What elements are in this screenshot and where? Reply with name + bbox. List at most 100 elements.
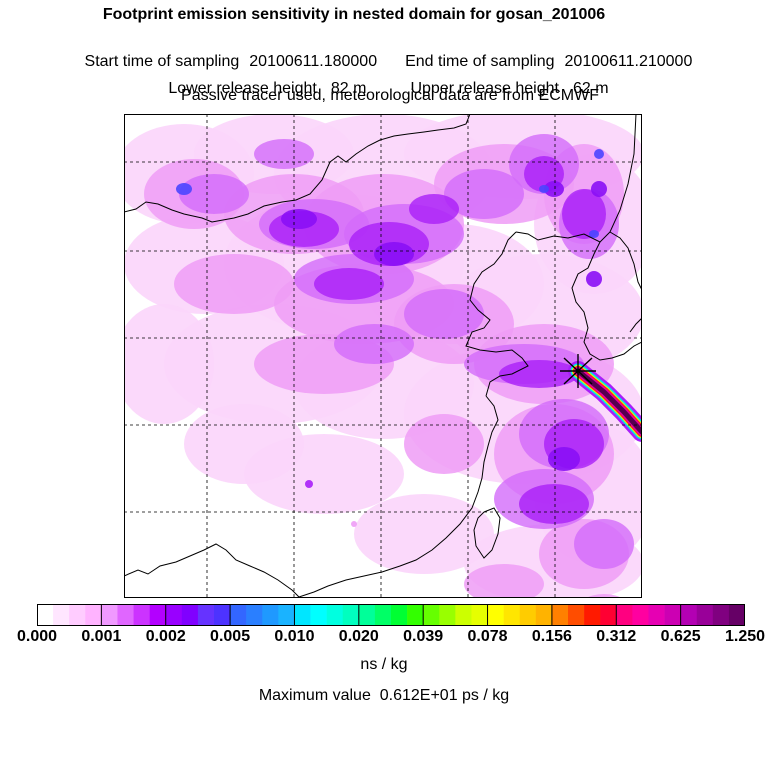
sensitivity-patch <box>281 209 317 229</box>
sensitivity-patch <box>404 414 484 474</box>
sensitivity-patch <box>176 183 192 195</box>
colorbar-cell <box>423 604 440 626</box>
colorbar-cell <box>632 604 649 626</box>
max-value: 0.612E+01 ps / kg <box>379 687 510 704</box>
sensitivity-patch <box>499 360 579 388</box>
colorbar-cell <box>181 604 199 626</box>
colorbar-cell <box>535 604 553 626</box>
coast-taiwan <box>473 507 501 559</box>
border-mongolia <box>124 114 471 223</box>
coast-japan <box>629 317 642 333</box>
colorbar-tick-label: 0.005 <box>210 628 251 645</box>
colorbar-cell <box>117 604 134 626</box>
colorbar-cell <box>230 604 247 626</box>
colorbar-cell <box>600 604 617 626</box>
colorbar-cell <box>262 604 279 626</box>
colorbar-cell <box>197 604 215 626</box>
colorbar-cell <box>310 604 327 626</box>
colorbar-cell <box>69 604 86 626</box>
sensitivity-patch <box>519 484 589 524</box>
colorbar-tick-label: 0.002 <box>145 628 186 645</box>
sensitivity-patch <box>444 169 524 219</box>
colorbar-tick-label: 0.156 <box>531 628 572 645</box>
sensitivity-patch <box>464 564 544 598</box>
colorbar-cell <box>455 604 472 626</box>
colorbar-cell <box>326 604 344 626</box>
sensitivity-patch <box>409 194 459 224</box>
colorbar-cell <box>374 604 392 626</box>
sensitivity-patch <box>574 519 634 569</box>
sensitivity-patch <box>351 521 357 527</box>
sensitivity-patch <box>562 189 606 239</box>
start-time-label: Start time of sampling <box>84 53 240 70</box>
colorbar-cells <box>37 604 745 626</box>
end-time-value: 20100611.210000 <box>564 53 693 70</box>
colorbar-cell <box>696 604 714 626</box>
footprint-map <box>124 114 642 598</box>
colorbar-cell <box>680 604 698 626</box>
lat-lon-grid <box>124 114 642 598</box>
colorbar-cell <box>439 604 456 626</box>
colorbar-cell <box>487 604 504 626</box>
tracer-note: Passive tracer used, meteorological data… <box>181 87 599 104</box>
colorbar-cell <box>728 604 745 626</box>
sensitivity-patch <box>594 149 604 159</box>
maximum-value: Maximum value 0.612E+01 ps / kg <box>0 687 768 705</box>
colorbar-cell <box>503 604 521 626</box>
colorbar-tick-label: 1.250 <box>724 628 766 645</box>
sensitivity-patch <box>179 174 249 214</box>
coast-east-china <box>295 395 499 598</box>
sensitivity-patch <box>314 268 384 300</box>
colorbar-cell <box>342 604 360 626</box>
plume-streak <box>568 361 642 442</box>
colorbar-cell <box>101 604 118 626</box>
sampling-times: Start time of sampling 20100611.180000 End… <box>0 35 768 71</box>
colorbar <box>37 604 745 626</box>
plume-band <box>575 368 642 435</box>
coast-bohai <box>465 231 529 397</box>
colorbar-cell <box>407 604 424 626</box>
colorbar-cell <box>551 604 569 626</box>
sensitivity-patch <box>586 271 602 287</box>
map-frame <box>124 114 642 598</box>
sensitivity-patch <box>184 404 304 484</box>
max-label: Maximum value <box>258 687 371 704</box>
colorbar-cell <box>37 604 54 626</box>
colorbar-cell <box>584 604 601 626</box>
colorbar-cell <box>616 604 633 626</box>
sensitivity-field <box>124 114 642 598</box>
coastlines <box>124 114 642 598</box>
sensitivity-patch <box>404 289 484 339</box>
colorbar-tick-label: 0.625 <box>660 628 701 645</box>
receptor-star <box>560 354 596 388</box>
plot-title: Footprint emission sensitivity in nested… <box>102 6 606 23</box>
sensitivity-patch <box>254 139 314 169</box>
colorbar-unit: ns / kg <box>360 656 408 673</box>
colorbar-tick-label: 0.078 <box>467 628 508 645</box>
sensitivity-patch <box>334 324 414 364</box>
end-time-label: End time of sampling <box>405 53 555 70</box>
colorbar-cell <box>294 604 311 626</box>
colorbar-cell <box>712 604 730 626</box>
sensitivity-patch <box>124 304 214 424</box>
colorbar-frame <box>37 604 745 626</box>
colorbar-cell <box>278 604 295 626</box>
sensitivity-patch <box>589 230 599 238</box>
sensitivity-patch <box>539 185 549 193</box>
lower-height-label: Lower release height <box>168 80 317 97</box>
colorbar-tick-label: 0.020 <box>338 628 379 645</box>
colorbar-tick-label: 0.312 <box>596 628 637 645</box>
sensitivity-patch <box>544 181 564 197</box>
colorbar-cell <box>648 604 665 626</box>
sensitivity-patch <box>305 480 313 488</box>
release-heights: Lower release height 82 m Upper release he… <box>0 62 768 98</box>
upper-height-label: Upper release height <box>410 80 559 97</box>
sensitivity-patch <box>548 447 580 471</box>
colorbar-cell <box>358 604 376 626</box>
border-northeast <box>515 114 637 243</box>
colorbar-tick-label: 0.000 <box>16 628 58 645</box>
colorbar-cell <box>133 604 150 626</box>
colorbar-cell <box>246 604 263 626</box>
lower-height-value: 82 m <box>330 80 367 97</box>
colorbar-cell <box>53 604 70 626</box>
